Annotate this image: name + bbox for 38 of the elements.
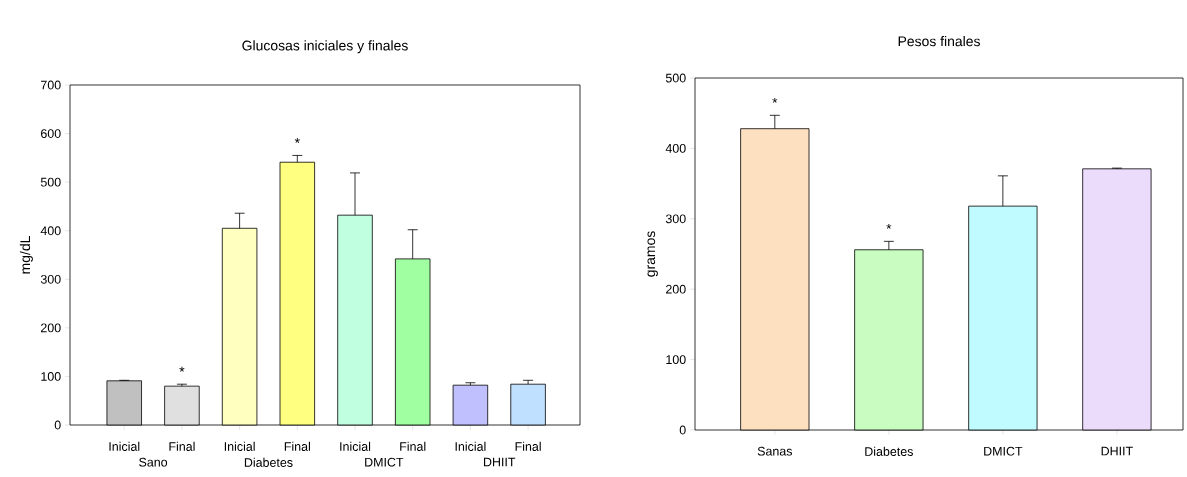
text: Diabetes [244,457,293,467]
x-tick-label: Final [169,441,195,451]
y-tick-label: 300 [665,214,686,224]
y-tick-label: 200 [41,323,61,333]
x-tick-label: Final [284,441,310,451]
y-tick-label: 400 [40,226,61,236]
y-tick-label: 0 [679,425,686,435]
x-tick-label: Final [400,441,426,451]
y-tick-label: 700 [41,80,61,90]
y-tick-label: 200 [666,284,686,294]
y-tick-label: 500 [40,177,61,187]
y-axis-title: mg/dL [19,236,33,274]
x-tick-label: Diabetes [865,446,913,456]
x-tick-label: Inicial [109,441,140,451]
y-tick-label: 300 [40,274,61,284]
text: DHIIT [483,457,516,467]
y-tick-label: 400 [665,144,686,153]
y-tick-label: 100 [41,372,61,381]
data-label: * [179,366,185,372]
y-tick-label: 100 [666,355,686,365]
x-tick-label: Inicial [455,441,486,451]
x-tick-label: Sanas [757,446,793,456]
x-tick-label: DHIIT [1101,446,1133,456]
x-tick-label: DMICT [984,446,1023,456]
text: Sano [139,457,168,467]
data-label: * [772,97,778,103]
text: DMICT [365,457,404,467]
y-tick-label: 0 [54,420,61,430]
y-tick-label: 500 [665,73,686,83]
y-axis-title: gramos [647,231,658,277]
x-tick-label: Inicial [340,441,371,451]
x-tick-label: Final [515,441,541,451]
data-label: * [886,223,892,229]
chart-title: Pesos finales [898,36,980,47]
chart-title: Glucosas iniciales y finales [242,40,408,54]
y-tick-label: 600 [41,129,61,138]
x-tick-label: Inicial [224,441,255,451]
data-label: * [294,138,300,143]
